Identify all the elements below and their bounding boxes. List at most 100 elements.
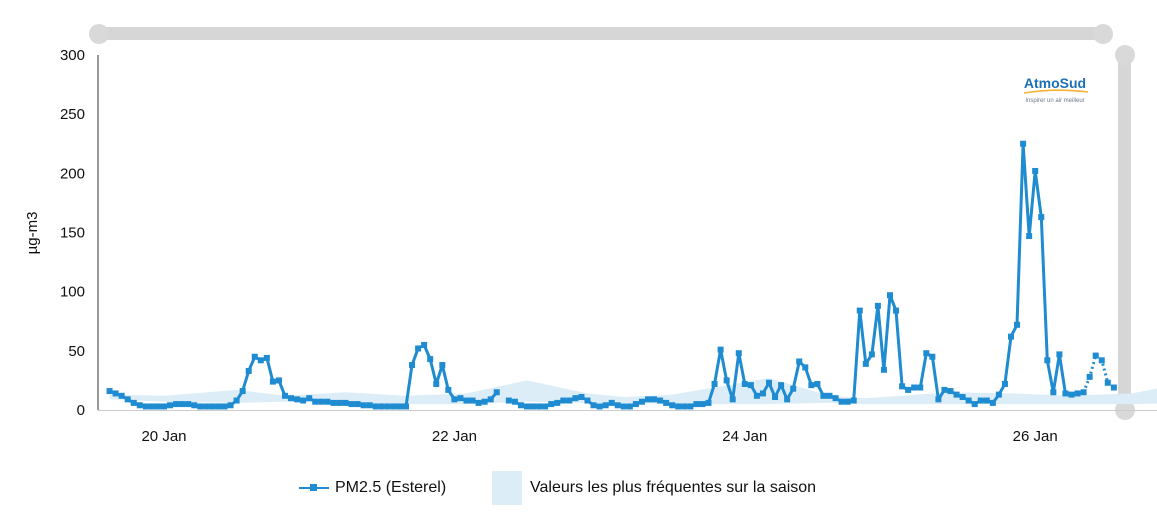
pm25-data-point[interactable] bbox=[590, 402, 597, 409]
pm25-data-point[interactable] bbox=[1056, 351, 1063, 358]
pm25-data-point[interactable] bbox=[747, 382, 754, 389]
pm25-data-point[interactable] bbox=[856, 307, 863, 314]
pm25-data-point[interactable] bbox=[850, 397, 857, 404]
pm25-data-point[interactable] bbox=[554, 399, 561, 406]
pm25-data-point[interactable] bbox=[409, 362, 416, 369]
pm25-data-point[interactable] bbox=[1050, 389, 1057, 396]
pm25-data-point[interactable] bbox=[306, 395, 313, 402]
pm25-data-point[interactable] bbox=[191, 402, 198, 409]
pm25-data-point[interactable] bbox=[106, 388, 113, 395]
pm25-data-point[interactable] bbox=[723, 377, 730, 384]
pm25-data-point[interactable] bbox=[566, 397, 573, 404]
pm25-data-point[interactable] bbox=[1020, 140, 1027, 147]
pm25-data-point[interactable] bbox=[838, 398, 845, 405]
pm25-data-point[interactable] bbox=[917, 384, 924, 391]
pm25-data-point[interactable] bbox=[959, 393, 966, 400]
range-end-handle[interactable] bbox=[1093, 24, 1113, 44]
pm25-data-point[interactable] bbox=[935, 396, 942, 403]
pm25-data-point[interactable] bbox=[390, 403, 397, 410]
pm25-data-point[interactable] bbox=[989, 399, 996, 406]
pm25-forecast-point[interactable] bbox=[1110, 384, 1117, 391]
pm25-forecast-point[interactable] bbox=[1104, 379, 1111, 386]
pm25-data-point[interactable] bbox=[1062, 390, 1069, 397]
pm25-data-point[interactable] bbox=[154, 403, 161, 410]
pm25-data-point[interactable] bbox=[282, 392, 288, 399]
pm25-data-point[interactable] bbox=[778, 382, 785, 389]
pm25-forecast-point[interactable] bbox=[1098, 357, 1105, 364]
pm25-data-point[interactable] bbox=[947, 388, 954, 395]
pm25-data-point[interactable] bbox=[638, 398, 645, 405]
pm25-data-point[interactable] bbox=[868, 351, 875, 358]
pm25-data-point[interactable] bbox=[693, 401, 700, 408]
pm25-data-point[interactable] bbox=[118, 392, 125, 399]
pm25-data-point[interactable] bbox=[524, 403, 530, 410]
pm25-data-point[interactable] bbox=[705, 399, 712, 406]
pm25-data-point[interactable] bbox=[209, 403, 216, 410]
pm25-data-point[interactable] bbox=[826, 392, 833, 399]
pm25-data-point[interactable] bbox=[142, 403, 149, 410]
pm25-data-point[interactable] bbox=[874, 302, 881, 309]
pm25-data-point[interactable] bbox=[729, 396, 736, 403]
pm25-data-point[interactable] bbox=[517, 402, 524, 409]
pm25-data-point[interactable] bbox=[251, 353, 258, 360]
legend-item-pm25[interactable]: PM2.5 (Esterel) bbox=[299, 470, 446, 506]
horizontal-range-bar[interactable] bbox=[99, 27, 1104, 40]
pm25-data-point[interactable] bbox=[505, 397, 512, 404]
pm25-data-point[interactable] bbox=[360, 402, 367, 409]
pm25-data-point[interactable] bbox=[324, 398, 331, 405]
pm25-data-point[interactable] bbox=[179, 401, 186, 408]
pm25-data-point[interactable] bbox=[929, 353, 936, 360]
pm25-data-point[interactable] bbox=[403, 403, 409, 410]
pm25-data-point[interactable] bbox=[796, 358, 803, 365]
pm25-data-point[interactable] bbox=[427, 356, 434, 363]
pm25-data-point[interactable] bbox=[124, 396, 131, 403]
pm25-data-point[interactable] bbox=[614, 402, 621, 409]
range-top-handle[interactable] bbox=[1115, 45, 1135, 65]
pm25-data-point[interactable] bbox=[463, 397, 470, 404]
pm25-data-point[interactable] bbox=[457, 395, 464, 402]
pm25-data-point[interactable] bbox=[905, 386, 912, 393]
pm25-data-point[interactable] bbox=[766, 379, 772, 386]
pm25-data-point[interactable] bbox=[741, 380, 748, 387]
pm25-data-point[interactable] bbox=[366, 402, 373, 409]
pm25-data-point[interactable] bbox=[953, 391, 960, 398]
pm25-data-point[interactable] bbox=[1032, 167, 1039, 174]
pm25-data-point[interactable] bbox=[1044, 357, 1051, 364]
pm25-data-point[interactable] bbox=[421, 341, 428, 348]
pm25-data-point[interactable] bbox=[711, 380, 718, 387]
pm25-data-point[interactable] bbox=[602, 402, 609, 409]
pm25-data-point[interactable] bbox=[372, 403, 379, 410]
pm25-forecast-point[interactable] bbox=[1092, 352, 1099, 359]
pm25-data-point[interactable] bbox=[221, 403, 228, 410]
pm25-data-point[interactable] bbox=[669, 402, 676, 409]
legend-item-season-band[interactable]: Valeurs les plus fréquentes sur la saiso… bbox=[492, 470, 816, 506]
pm25-data-point[interactable] bbox=[645, 396, 651, 403]
pm25-data-point[interactable] bbox=[469, 397, 476, 404]
pm25-data-point[interactable] bbox=[451, 396, 458, 403]
pm25-data-point[interactable] bbox=[808, 382, 815, 389]
pm25-data-point[interactable] bbox=[269, 378, 276, 385]
pm25-data-point[interactable] bbox=[1038, 214, 1045, 221]
pm25-data-point[interactable] bbox=[675, 403, 682, 410]
pm25-data-point[interactable] bbox=[814, 380, 821, 387]
pm25-data-point[interactable] bbox=[396, 403, 403, 410]
pm25-data-point[interactable] bbox=[336, 399, 343, 406]
pm25-data-point[interactable] bbox=[487, 396, 494, 403]
pm25-data-point[interactable] bbox=[651, 396, 658, 403]
pm25-data-point[interactable] bbox=[759, 390, 766, 397]
pm25-data-point[interactable] bbox=[275, 377, 282, 384]
pm25-data-point[interactable] bbox=[971, 401, 978, 408]
pm25-data-point[interactable] bbox=[203, 403, 210, 410]
pm25-data-point[interactable] bbox=[342, 399, 349, 406]
pm25-data-point[interactable] bbox=[130, 399, 137, 406]
pm25-data-point[interactable] bbox=[772, 393, 779, 400]
pm25-data-point[interactable] bbox=[161, 403, 167, 410]
pm25-data-point[interactable] bbox=[784, 396, 791, 403]
pm25-data-point[interactable] bbox=[136, 402, 143, 409]
pm25-data-point[interactable] bbox=[239, 388, 246, 395]
pm25-data-point[interactable] bbox=[511, 398, 518, 405]
pm25-data-point[interactable] bbox=[578, 393, 585, 400]
pm25-data-point[interactable] bbox=[753, 392, 760, 399]
pm25-data-point[interactable] bbox=[233, 397, 240, 404]
pm25-data-point[interactable] bbox=[112, 390, 119, 397]
